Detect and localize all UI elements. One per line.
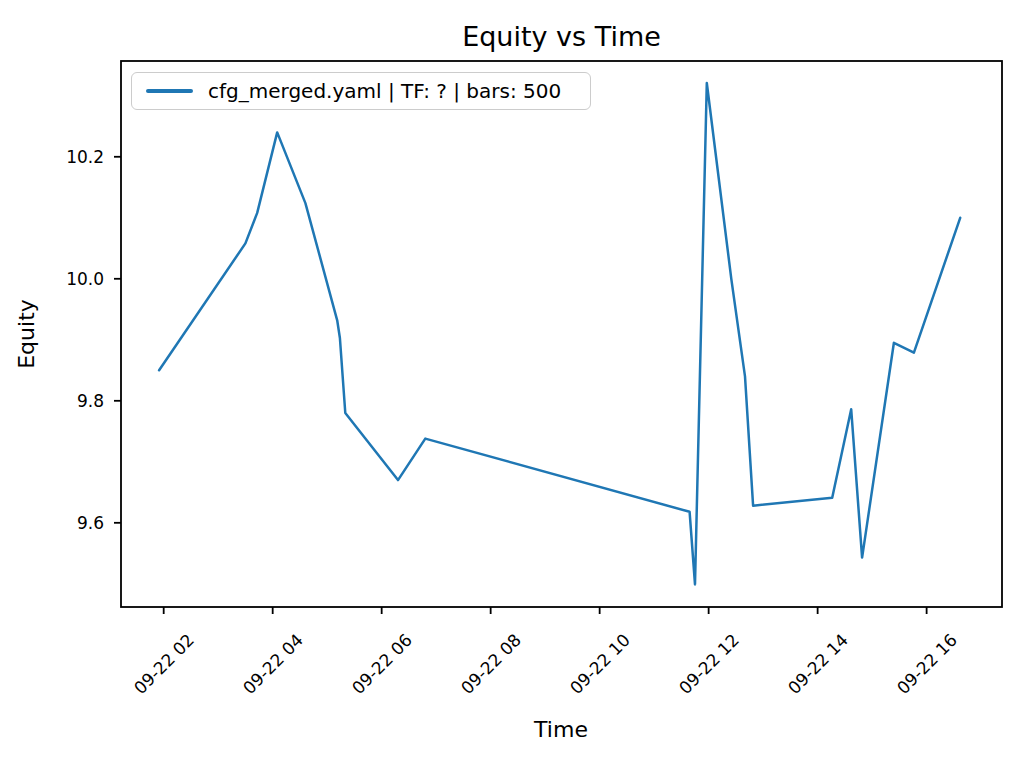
x-axis-label: Time (534, 717, 588, 742)
legend-line-sample-icon (146, 89, 193, 93)
y-tick-label: 10.2 (0, 147, 104, 167)
axes-frame (121, 61, 1002, 607)
y-tick-label: 9.6 (0, 513, 104, 533)
equity-vs-time-figure: Equity vs Time Time Equity cfg_merged.ya… (0, 0, 1024, 768)
legend: cfg_merged.yaml | TF: ? | bars: 500 (131, 72, 591, 110)
chart-title: Equity vs Time (121, 22, 1002, 52)
y-tick-label: 10.0 (0, 269, 104, 289)
y-axis-label: Equity (14, 299, 39, 369)
y-tick-label: 9.8 (0, 391, 104, 411)
equity-line-series (159, 83, 960, 584)
legend-label: cfg_merged.yaml | TF: ? | bars: 500 (208, 79, 561, 103)
